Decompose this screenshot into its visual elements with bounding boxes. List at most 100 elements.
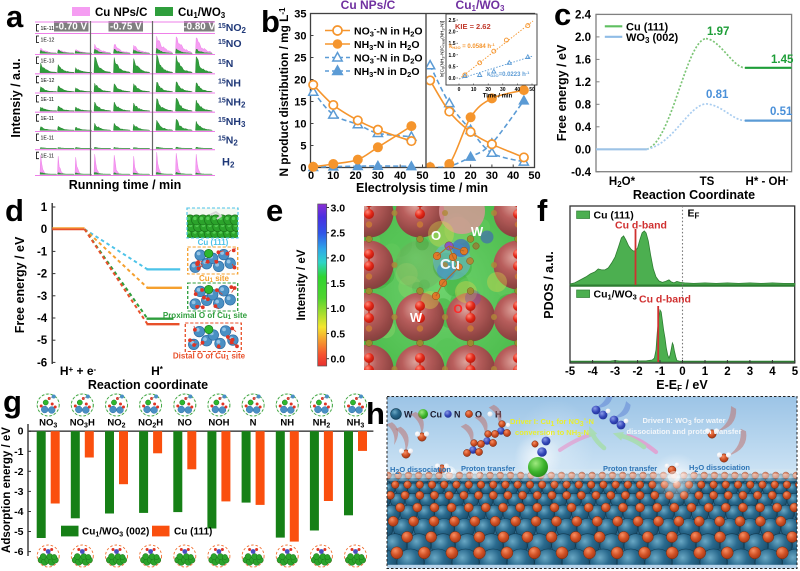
svg-text:40: 40 — [394, 170, 406, 182]
svg-text:0.4: 0.4 — [575, 122, 592, 134]
svg-text:H* - OH-: H* - OH- — [746, 175, 789, 188]
svg-text:15NO: 15NO — [218, 38, 242, 50]
svg-text:1.0: 1.0 — [331, 303, 346, 315]
svg-text:1: 1 — [41, 202, 48, 214]
svg-text:NO2H: NO2H — [138, 418, 163, 430]
svg-text:2.5: 2.5 — [449, 18, 456, 24]
svg-text:Proton transfer: Proton transfer — [461, 464, 515, 473]
svg-text:-1: -1 — [37, 246, 48, 258]
svg-text:0.5: 0.5 — [449, 64, 456, 70]
svg-text:-6: -6 — [14, 546, 23, 558]
svg-text:h: h — [366, 396, 385, 431]
svg-text:1E-12: 1E-12 — [41, 38, 55, 44]
svg-text:0: 0 — [41, 224, 47, 236]
svg-text:Cu NPs/C: Cu NPs/C — [341, 0, 396, 12]
svg-text:10: 10 — [443, 170, 455, 182]
svg-text:30: 30 — [372, 170, 384, 182]
svg-text:Intensity / eV: Intensity / eV — [296, 249, 308, 320]
svg-text:1.2: 1.2 — [575, 77, 591, 89]
svg-text:-3: -3 — [37, 291, 47, 303]
svg-text:e: e — [266, 193, 283, 228]
svg-text:H2O*: H2O* — [609, 176, 636, 189]
svg-text:50: 50 — [528, 170, 540, 182]
svg-text:1.5: 1.5 — [449, 41, 456, 47]
svg-text:NO3: NO3 — [39, 418, 57, 430]
svg-text:Cu1/WO3: Cu1/WO3 — [178, 7, 226, 20]
svg-text:H2O dissociation: H2O dissociation — [390, 465, 451, 476]
svg-text:ln[C0(NH3-N)/Creal(NH3-N)]: ln[C0(NH3-N)/Creal(NH3-N)] — [440, 21, 446, 78]
svg-text:W: W — [471, 224, 484, 239]
svg-text:Distal O of Cu1 site: Distal O of Cu1 site — [173, 352, 246, 362]
svg-text:EF: EF — [688, 208, 700, 221]
svg-text:b: b — [261, 4, 280, 39]
svg-text:N: N — [250, 418, 257, 429]
svg-text:Cu1 site: Cu1 site — [199, 274, 230, 284]
svg-text:1E-11: 1E-11 — [41, 136, 55, 142]
svg-text:-5: -5 — [565, 366, 576, 378]
svg-text:1E-12: 1E-12 — [41, 78, 55, 84]
svg-text:20: 20 — [464, 170, 476, 182]
svg-text:-0.80 V: -0.80 V — [183, 22, 215, 33]
svg-text:-3: -3 — [14, 486, 23, 498]
svg-text:1E-11: 1E-11 — [41, 97, 55, 103]
svg-text:Reaction Coordinate: Reaction Coordinate — [633, 188, 755, 202]
svg-text:d: d — [5, 193, 24, 228]
svg-text:Driver II: WO3 for water: Driver II: WO3 for water — [642, 416, 725, 427]
svg-text:25: 25 — [294, 53, 306, 65]
svg-text:O: O — [475, 410, 482, 420]
svg-text:Intensiy / a.u.: Intensiy / a.u. — [9, 58, 23, 137]
svg-text:Cu d-band: Cu d-band — [615, 220, 667, 232]
svg-text:f: f — [537, 193, 548, 228]
svg-text:1.45: 1.45 — [771, 54, 794, 66]
svg-text:-6: -6 — [37, 357, 47, 369]
svg-text:-0.4: -0.4 — [571, 167, 591, 179]
svg-text:0.0: 0.0 — [331, 354, 346, 366]
svg-text:15NH: 15NH — [218, 77, 241, 89]
svg-text:Time / min: Time / min — [483, 94, 513, 100]
svg-text:0: 0 — [300, 163, 306, 175]
svg-text:20: 20 — [485, 87, 491, 93]
svg-text:-1: -1 — [655, 366, 666, 378]
svg-text:-4: -4 — [587, 366, 598, 378]
svg-text:2.4: 2.4 — [575, 9, 592, 21]
svg-text:5: 5 — [792, 366, 799, 378]
svg-text:15: 15 — [294, 97, 306, 109]
svg-text:TS: TS — [700, 176, 715, 188]
svg-text:NOH: NOH — [208, 418, 229, 429]
svg-text:10: 10 — [327, 170, 339, 182]
svg-text:W: W — [410, 310, 423, 325]
svg-text:WO3 (002): WO3 (002) — [626, 32, 678, 45]
svg-text:0.5: 0.5 — [331, 328, 346, 340]
svg-text:-2: -2 — [632, 366, 642, 378]
svg-text:N: N — [454, 410, 461, 420]
svg-text:-3: -3 — [610, 366, 620, 378]
svg-text:c: c — [554, 0, 571, 32]
svg-text:2.5: 2.5 — [331, 228, 346, 240]
svg-text:2.0: 2.0 — [331, 253, 346, 265]
svg-text:50: 50 — [416, 170, 428, 182]
svg-text:0: 0 — [308, 170, 314, 182]
svg-text:NO3--N in D2O: NO3--N in D2O — [354, 51, 423, 65]
svg-text:1E-13: 1E-13 — [41, 59, 55, 65]
svg-text:Proton transfer: Proton transfer — [603, 464, 657, 473]
svg-text:Cu (111): Cu (111) — [594, 210, 634, 222]
svg-text:NH3-N in H2O: NH3-N in H2O — [354, 39, 420, 52]
svg-text:-0.75 V: -0.75 V — [110, 22, 142, 33]
svg-text:kH2O = 0.0584 h-1: kH2O = 0.0584 h-1 — [449, 42, 495, 50]
svg-text:1E-11: 1E-11 — [41, 116, 55, 122]
svg-text:W: W — [404, 410, 413, 420]
svg-text:1.5: 1.5 — [331, 278, 346, 290]
svg-text:30: 30 — [500, 87, 506, 93]
svg-text:Free energy / eV: Free energy / eV — [13, 236, 27, 333]
svg-text:NH3: NH3 — [347, 418, 365, 430]
svg-text:15NH3: 15NH3 — [218, 116, 246, 129]
svg-text:1E-11: 1E-11 — [41, 154, 55, 160]
svg-text:H: H — [495, 410, 502, 420]
svg-text:1.0: 1.0 — [449, 53, 456, 59]
svg-text:1E-11: 1E-11 — [41, 26, 55, 32]
svg-text:30: 30 — [486, 170, 498, 182]
svg-text:30: 30 — [294, 31, 306, 43]
svg-text:N product distribution / mg L-: N product distribution / mg L-1 — [277, 7, 291, 177]
svg-text:Cu (111): Cu (111) — [626, 22, 669, 34]
svg-text:Cu: Cu — [440, 256, 460, 273]
